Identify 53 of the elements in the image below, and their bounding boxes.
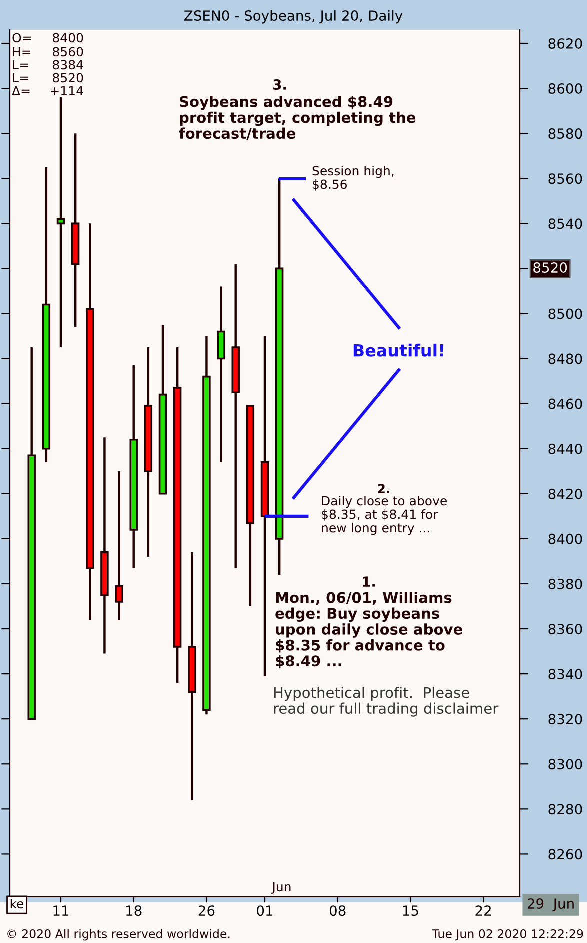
y-tick-label: 8300 (548, 759, 582, 770)
text: 29 Jun (528, 898, 574, 912)
y-tick-label: 8280 (548, 804, 582, 815)
annotation: 8560 (53, 47, 84, 57)
annotation: Jun (272, 882, 291, 894)
y-tick-label: 8360 (548, 624, 582, 634)
x-tick-label: 15 (403, 906, 418, 916)
annotation: 1. (363, 576, 376, 587)
y-tick-label: 8420 (548, 488, 582, 500)
x-tick-label: 26 (198, 906, 215, 916)
candlestick (115, 470, 124, 622)
y-tick-label: 8400 (548, 534, 582, 544)
annotation: +114 (50, 86, 84, 96)
x-tick-label: 22 (476, 906, 492, 916)
y-tick-label: 8500 (548, 308, 582, 320)
annotation: Soybeans advanced $8.49 profit target, completing the forecast/trade (179, 96, 416, 140)
y-tick-label: 8600 (548, 84, 582, 94)
x-tick-label: 11 (54, 906, 69, 916)
annotation: 8384 (53, 60, 84, 70)
y-tick-label: 8480 (548, 354, 582, 364)
x-tick-label: 18 (126, 906, 142, 916)
y-tick-label: 8580 (548, 128, 582, 140)
x-tick-label: 08 (330, 906, 346, 916)
annotation: 8520 (53, 73, 84, 83)
text: 8520 (534, 262, 568, 274)
y-tick-label: 8380 (548, 578, 582, 590)
annotation: Session high, $8.56 (312, 166, 394, 191)
annotation: H= (13, 47, 31, 56)
annotation: O= (12, 33, 31, 43)
y-tick-label: 8620 (548, 38, 582, 49)
annotation: 3. (273, 80, 286, 90)
y-tick-label: 8320 (548, 714, 582, 725)
annotation: 2. (378, 484, 390, 494)
annotation: Δ= (12, 86, 30, 96)
annotation: Mon., 06/01, Williams edge: Buy soybeans upon daily close above $8.35 for advance to $8.49 ... (276, 592, 462, 669)
y-tick-label: 8340 (548, 669, 582, 680)
text: ke (10, 898, 24, 909)
text: Tue Jun 02 2020 12:22:29 (432, 929, 584, 941)
annotation: Hypothetical profit. Please read our full trading disclaimer (274, 687, 499, 717)
annotation: 8400 (53, 33, 84, 43)
chart-title: ZSEN0 - Soybeans, Jul 20, Daily (184, 10, 403, 24)
annotation: L= (13, 60, 28, 70)
y-tick-label: 8540 (548, 218, 582, 230)
y-tick-label: 8560 (548, 174, 582, 184)
y-tick-label: 8440 (548, 444, 582, 454)
y-tick-label: 8260 (548, 849, 582, 860)
x-tick-label: 01 (257, 906, 273, 916)
text: © 2020 All rights reserved worldwide. (8, 929, 230, 941)
candlestick (56, 96, 66, 349)
y-tick-label: 8460 (548, 398, 582, 410)
annotation: L= (13, 73, 28, 82)
annotation: Daily close to above $8.35, at $8.41 for new long entry ... (322, 496, 447, 536)
annotation: Beautiful! (354, 344, 444, 357)
